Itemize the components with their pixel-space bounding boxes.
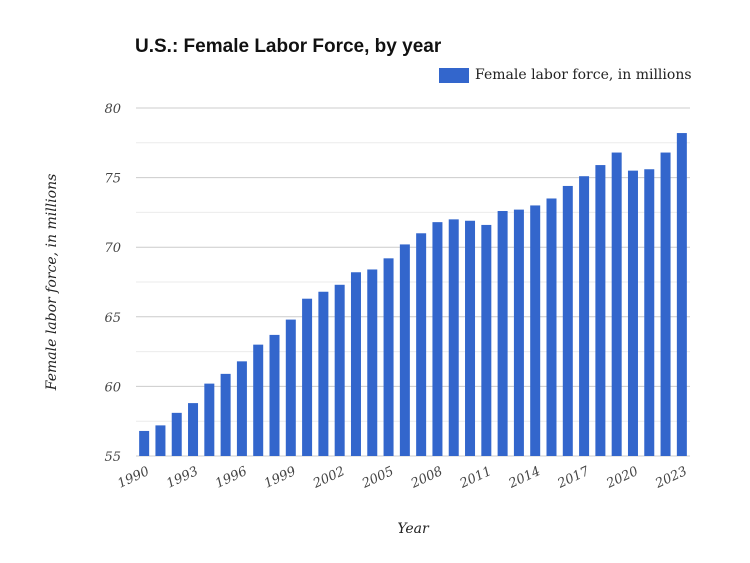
bar-2011 [481, 224, 492, 456]
bar-2007 [416, 233, 427, 456]
bar-2022 [660, 152, 671, 456]
x-tick-label: 2002 [310, 464, 347, 492]
x-tick-label: 2017 [555, 464, 593, 492]
bar-2021 [644, 169, 655, 457]
x-tick-label: 2011 [457, 464, 494, 492]
bar-1997 [253, 344, 264, 456]
y-tick-label: 55 [104, 450, 121, 465]
bar-2020 [627, 170, 638, 456]
bar-2008 [432, 222, 443, 456]
y-tick-label: 65 [104, 311, 121, 326]
bar-2002 [334, 284, 345, 456]
bar-1999 [285, 319, 296, 456]
bar-2004 [367, 269, 378, 456]
x-tick-label: 1993 [164, 464, 200, 492]
bar-2003 [350, 272, 361, 456]
bar-2017 [579, 176, 590, 456]
x-tick-label: 1999 [262, 464, 298, 492]
x-tick-label: 2020 [603, 464, 640, 492]
bar-2014 [530, 205, 541, 456]
bar-2010 [465, 220, 476, 456]
bar-1993 [188, 403, 199, 456]
legend-label: Female labor force, in millions [475, 67, 692, 83]
x-tick-label: 2014 [506, 464, 543, 492]
y-tick-label: 60 [104, 380, 121, 395]
x-axis-label: Year [397, 521, 430, 537]
bar-2009 [448, 219, 459, 456]
bar-2015 [546, 198, 557, 457]
bar-2005 [383, 258, 394, 456]
x-tick-label: 1996 [213, 464, 249, 492]
bar-2006 [399, 244, 410, 456]
y-tick-label: 70 [104, 241, 121, 256]
bar-2012 [497, 211, 508, 456]
bar-1994 [204, 383, 215, 456]
bar-2001 [318, 291, 329, 456]
bar-1991 [155, 425, 166, 456]
bar-1996 [236, 361, 247, 456]
y-tick-label: 80 [104, 102, 121, 117]
x-tick-label: 1990 [116, 464, 152, 492]
bar-2018 [595, 165, 606, 456]
legend-swatch [439, 67, 469, 83]
y-axis-label: Female labor force, in millions [44, 174, 60, 392]
bar-1990 [139, 430, 150, 456]
bar-2016 [562, 185, 573, 456]
x-tick-label: 2005 [359, 464, 396, 492]
chart-title: U.S.: Female Labor Force, by year [135, 36, 442, 57]
bar-1998 [269, 334, 280, 456]
bar-2023 [676, 133, 687, 456]
y-tick-label: 75 [104, 172, 121, 187]
bar-1995 [220, 373, 231, 456]
x-tick-label: 2023 [652, 464, 689, 492]
bar-2000 [302, 298, 313, 456]
bar-2013 [513, 209, 524, 456]
legend: Female labor force, in millions [439, 67, 692, 83]
bar-2019 [611, 152, 622, 456]
bar-1992 [171, 412, 182, 456]
x-tick-label: 2008 [408, 464, 445, 492]
